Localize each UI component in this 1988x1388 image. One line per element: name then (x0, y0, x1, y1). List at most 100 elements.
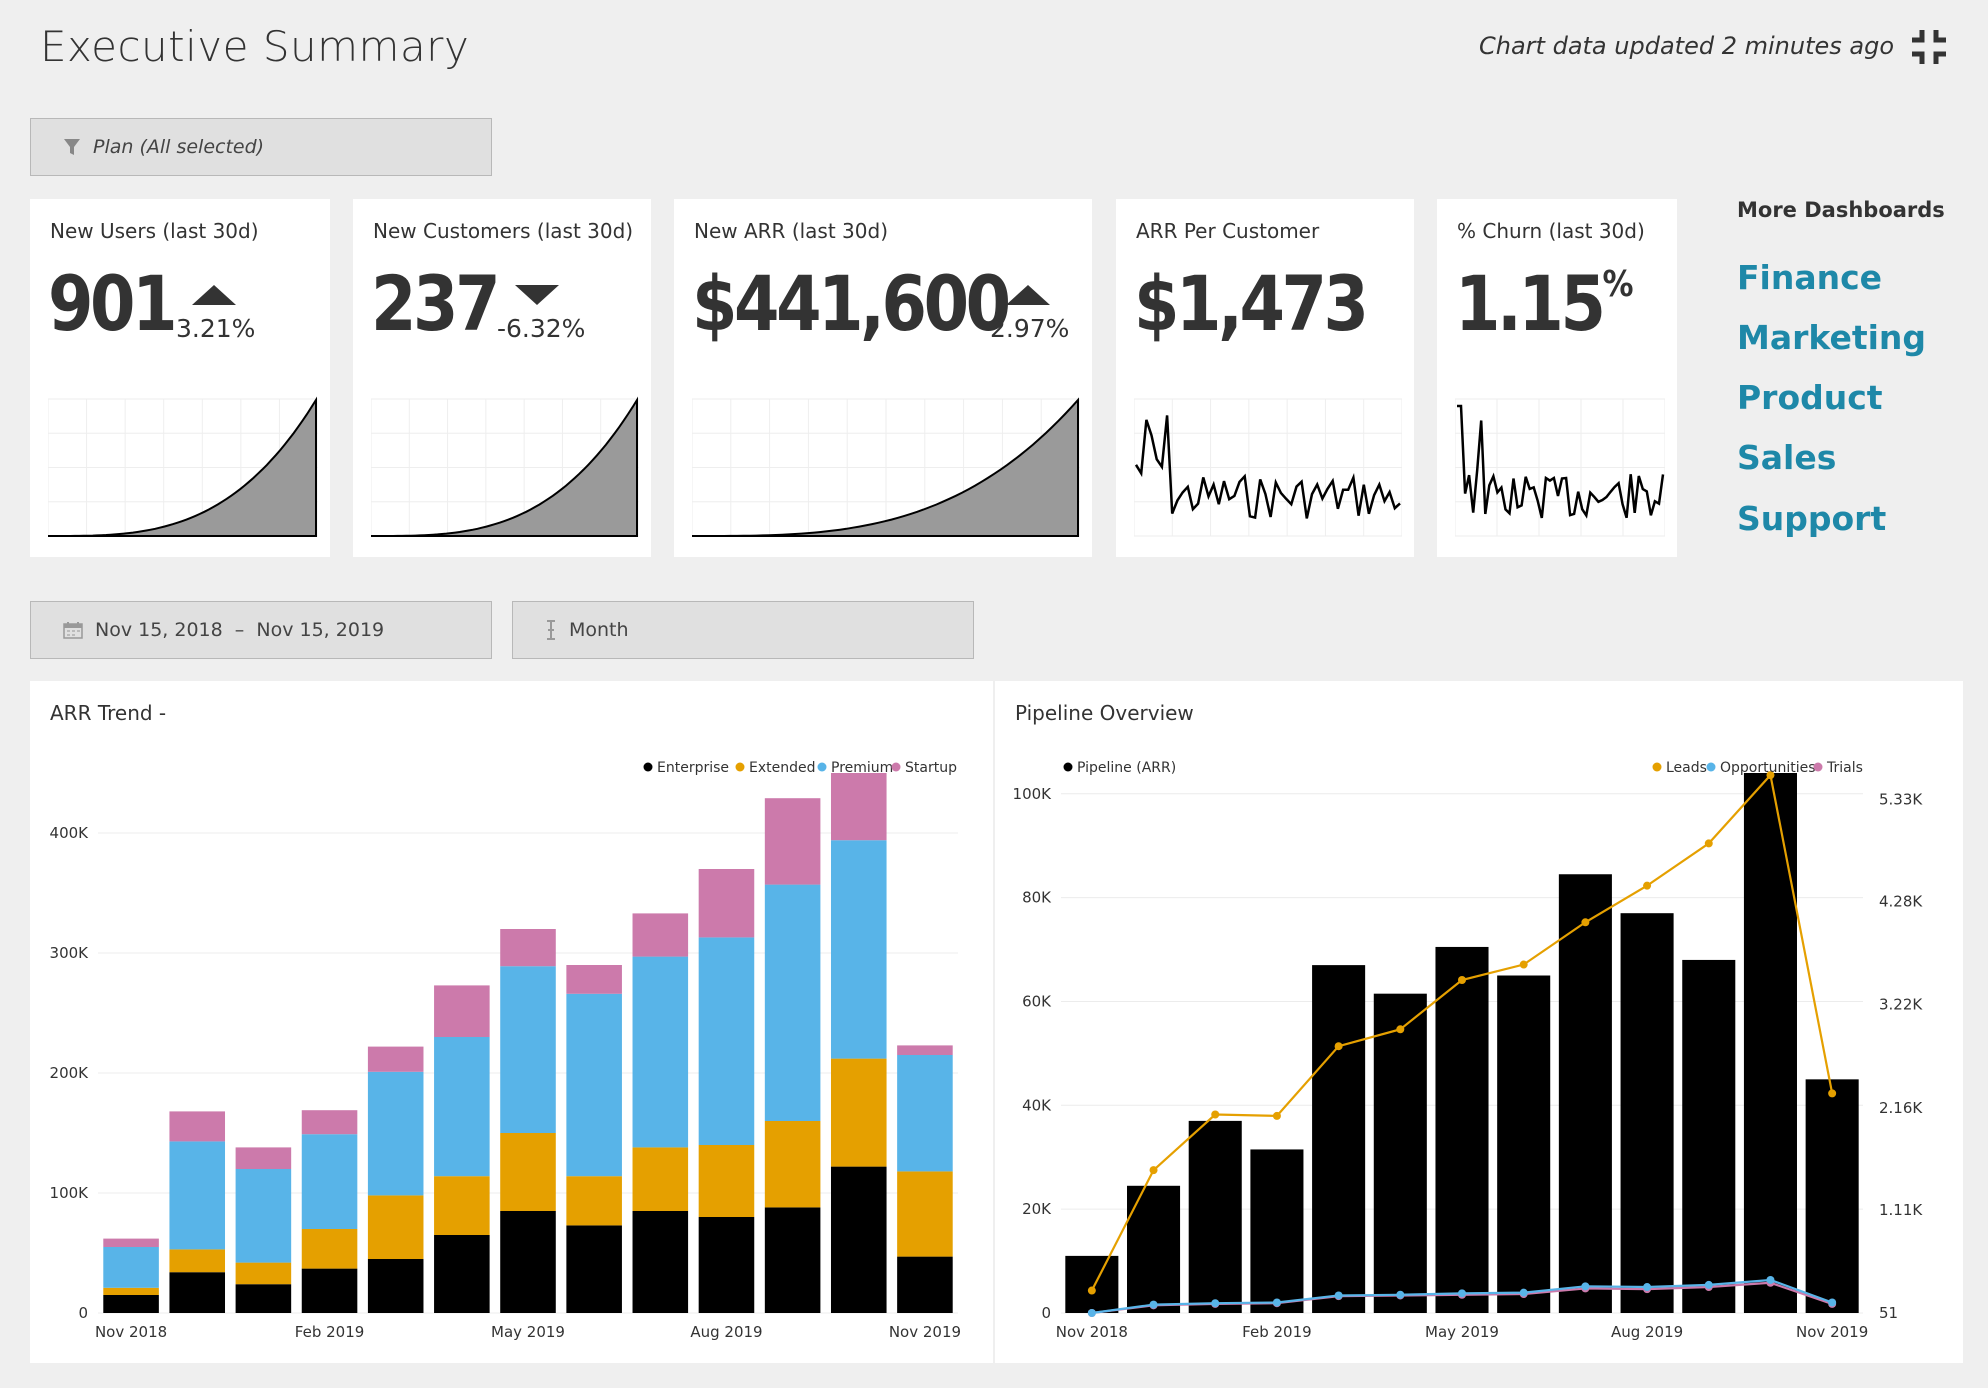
arr-trend-chart: 0 100K 200K 300K 400K Nov 2018 Feb 2019 May 201… (50, 760, 962, 1341)
kpi-value: 237 (371, 259, 501, 348)
point-leads (1581, 918, 1590, 927)
point-opportunities (1766, 1275, 1775, 1284)
sparkline-new-customers (371, 396, 639, 537)
point-opportunities (1087, 1309, 1096, 1317)
bar-extended (367, 1195, 424, 1259)
bar-premium (566, 993, 622, 1177)
bar-pipeline (1682, 959, 1736, 1313)
bar-startup (103, 1238, 159, 1247)
y-tick-label: 100K (50, 1184, 90, 1202)
bar-extended (830, 1058, 887, 1167)
arrow-down-icon (515, 285, 559, 305)
point-opportunities (1396, 1290, 1405, 1299)
dashboard-link-support[interactable]: Support (1737, 499, 1887, 538)
point-leads (1087, 1286, 1096, 1295)
arr-trend-card: ARR Trend - 0 100K 200K 300K 400K Nov 2018 Feb… (30, 681, 993, 1363)
dashboard-link-finance[interactable]: Finance (1737, 258, 1883, 297)
bar-extended (698, 1145, 755, 1217)
y-right-tick-label: 2.16K (1879, 1099, 1923, 1117)
legend-label: Startup (905, 760, 957, 776)
bar-extended (434, 1176, 490, 1235)
point-leads (1211, 1110, 1220, 1119)
granularity-label: Month (569, 619, 629, 641)
y-left-tick-label: 20K (1022, 1200, 1052, 1218)
legend-marker (1706, 762, 1716, 772)
funnel-icon (64, 139, 80, 155)
bar-startup (301, 1110, 358, 1135)
y-right-tick-label: 5.33K (1879, 790, 1923, 808)
date-range-filter[interactable]: Nov 15, 2018 – Nov 15, 2019 (30, 601, 492, 659)
bar-pipeline (1435, 946, 1489, 1313)
kpi-card-arr-per-customer: ARR Per Customer $1,473 (1116, 199, 1414, 557)
point-leads (1519, 960, 1528, 969)
bar-startup (235, 1147, 292, 1169)
bar-pipeline (1620, 913, 1674, 1313)
bar-enterprise (698, 1217, 755, 1313)
bar-pipeline (1373, 993, 1427, 1313)
pipeline-overview-card: Pipeline Overview 0 20K 40K 60K 80K 100K 51 1.1… (995, 681, 1963, 1363)
sparkline-arr-per-customer (1134, 398, 1402, 537)
bar-extended (103, 1287, 159, 1295)
y-right-tick-label: 51 (1879, 1304, 1898, 1322)
churn-unit: % (1602, 263, 1634, 305)
y-tick-label: 200K (50, 1064, 90, 1082)
bar-premium (103, 1247, 159, 1288)
point-leads (1334, 1042, 1343, 1051)
bar-extended (169, 1249, 226, 1273)
bar-extended (897, 1171, 953, 1257)
point-opportunities (1334, 1291, 1343, 1300)
bar-enterprise (566, 1225, 622, 1313)
date-range-label: Nov 15, 2018 – Nov 15, 2019 (95, 619, 385, 641)
bar-extended (764, 1121, 821, 1208)
dashboard-link-sales[interactable]: Sales (1737, 438, 1837, 477)
point-leads (1149, 1166, 1158, 1175)
legend-marker (817, 762, 827, 772)
kpi-card-new-customers: New Customers (last 30d) 237 -6.32% (353, 199, 651, 557)
kpi-card-churn: % Churn (last 30d) 1.15% (1437, 199, 1677, 557)
x-tick-label: Aug 2019 (1611, 1323, 1683, 1341)
dashboard-link-product[interactable]: Product (1737, 378, 1883, 417)
granularity-filter[interactable]: Month (512, 601, 974, 659)
legend-label: Extended (749, 760, 816, 776)
sparkline-new-users (48, 396, 318, 537)
y-left-tick-label: 0 (1041, 1304, 1051, 1322)
point-leads (1828, 1089, 1837, 1098)
kpi-card-new-arr: New ARR (last 30d) $441,600 2.97% (674, 199, 1092, 557)
bar-extended (566, 1176, 622, 1226)
bar-pipeline (1250, 1149, 1304, 1313)
kpi-value: $1,473 (1134, 259, 1369, 348)
legend-label: Pipeline (ARR) (1077, 760, 1176, 776)
legend-marker (1063, 762, 1073, 772)
calendar-icon (63, 622, 83, 639)
plan-filter[interactable]: Plan (All selected) (30, 118, 492, 176)
bar-pipeline (1497, 975, 1551, 1313)
bar-startup (500, 929, 556, 967)
bar-startup (434, 985, 490, 1037)
bar-premium (434, 1037, 490, 1177)
sparkline-new-arr (692, 397, 1080, 537)
collapse-icon[interactable] (1908, 26, 1950, 68)
point-leads (1766, 771, 1775, 780)
kpi-label: New Users (last 30d) (50, 219, 259, 243)
bar-extended (301, 1229, 358, 1269)
y-right-tick-label: 3.22K (1879, 996, 1923, 1014)
legend-label: Opportunities (1720, 760, 1816, 776)
bar-enterprise (830, 1166, 887, 1313)
bar-pipeline (1805, 1079, 1859, 1313)
kpi-label: New Customers (last 30d) (373, 219, 634, 243)
x-tick-label: May 2019 (1425, 1323, 1499, 1341)
bar-pipeline (1743, 773, 1797, 1313)
bar-pipeline (1312, 965, 1366, 1313)
x-tick-label: Nov 2018 (95, 1323, 167, 1341)
bar-premium (500, 966, 556, 1133)
point-opportunities (1458, 1289, 1466, 1298)
point-opportunities (1581, 1282, 1590, 1291)
x-tick-label: Nov 2018 (1056, 1323, 1128, 1341)
bar-premium (301, 1134, 358, 1229)
kpi-label: ARR Per Customer (1136, 219, 1320, 243)
bar-premium (830, 840, 887, 1059)
bar-startup (169, 1111, 226, 1142)
dashboard-link-marketing[interactable]: Marketing (1737, 318, 1927, 357)
x-tick-label: Nov 2019 (889, 1323, 961, 1341)
legend-label: Trials (1826, 760, 1863, 776)
